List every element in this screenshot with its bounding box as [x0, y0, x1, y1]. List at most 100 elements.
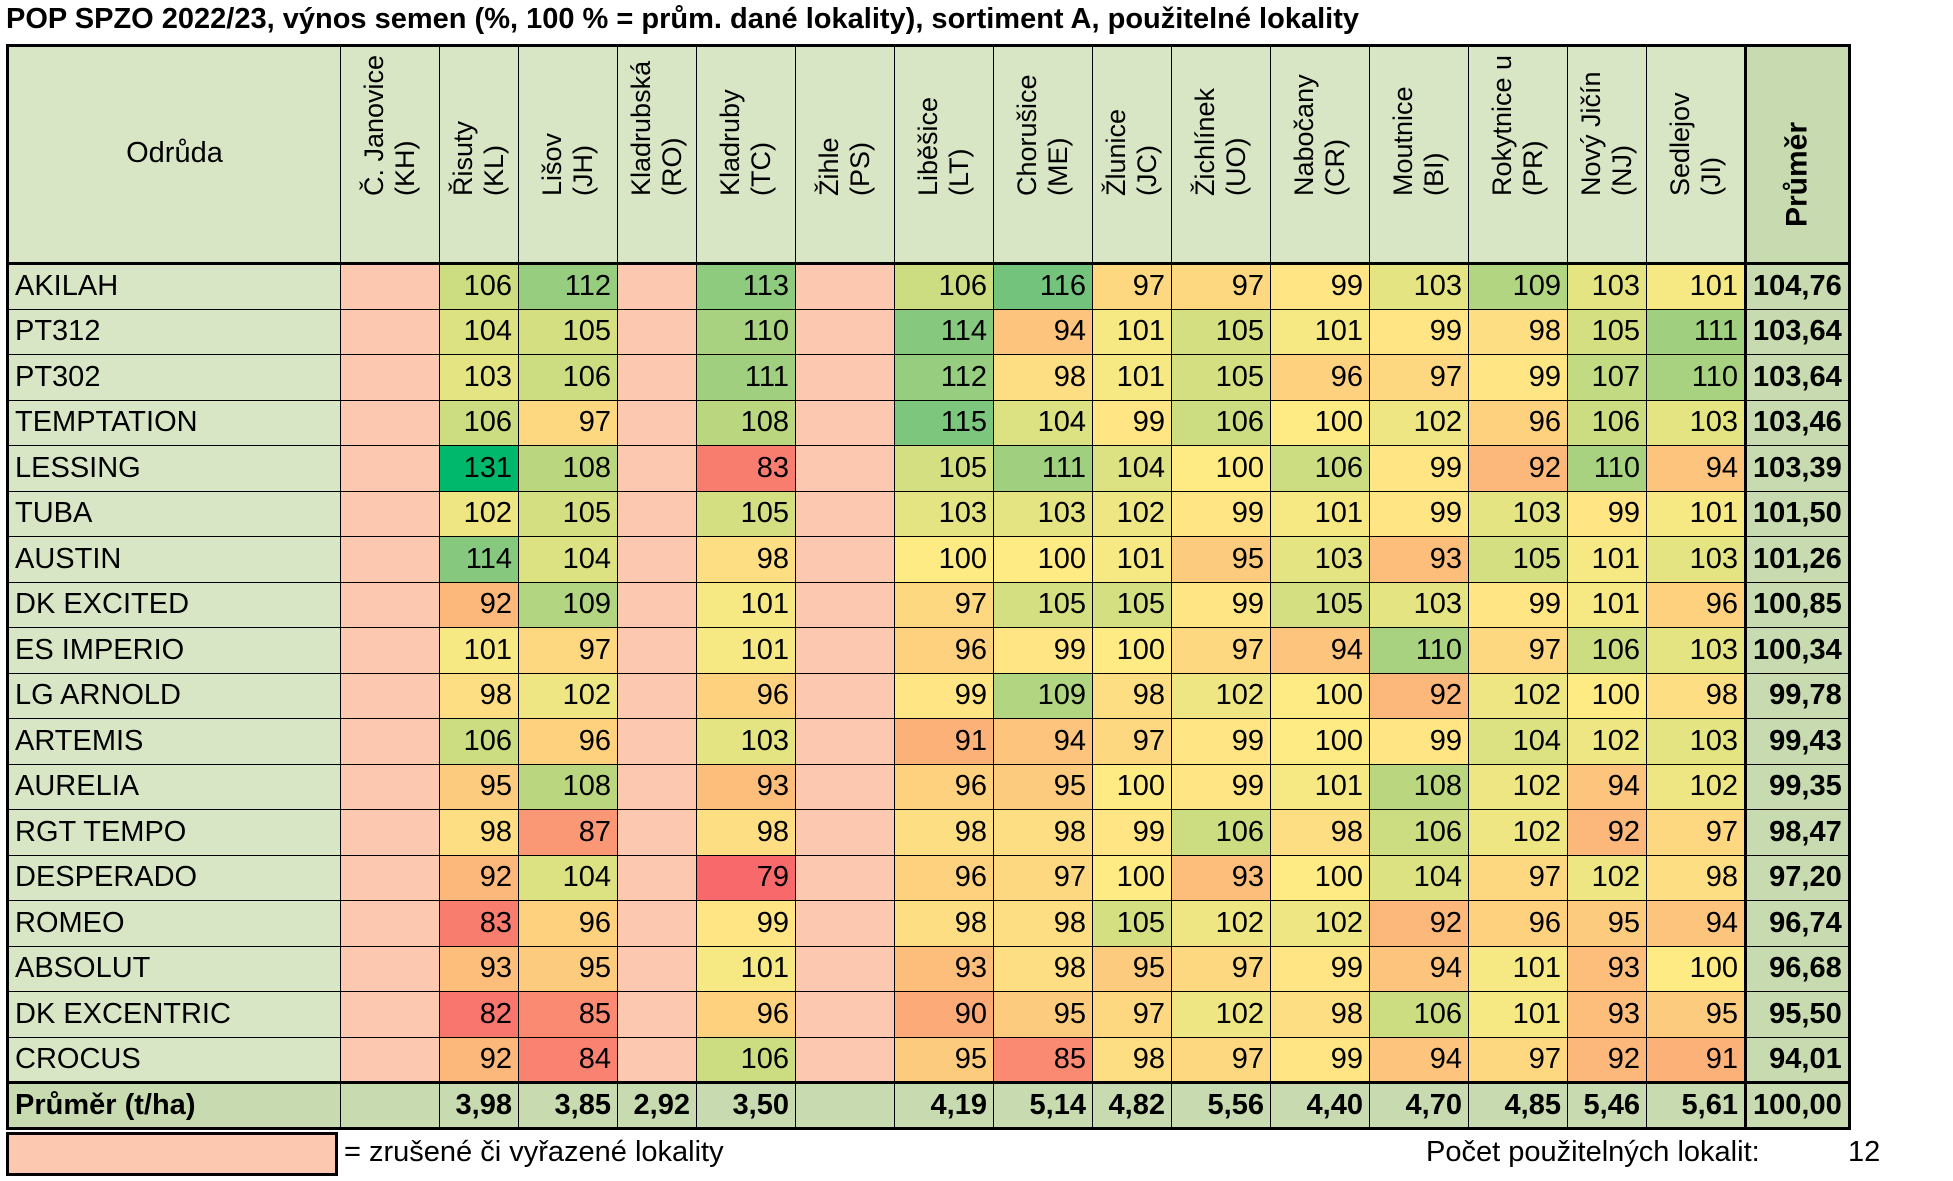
table-cell: 99	[894, 672, 994, 719]
cancelled-cell	[617, 262, 697, 310]
table-cell: 105	[894, 445, 994, 492]
table-cell: 114	[894, 308, 994, 355]
location-name: Žichlínek	[1190, 87, 1220, 196]
table-cell: 103	[1646, 627, 1746, 674]
location-header: Rokytnice u Př. (PR)	[1468, 45, 1568, 264]
table-cell: 98	[1092, 1036, 1172, 1083]
table-cell: 91	[894, 718, 994, 765]
usable-count-label: Počet použitelných lokalit:	[1426, 1136, 1760, 1168]
table-cell: 93	[1567, 945, 1647, 992]
location-name: Řisuty	[448, 120, 478, 196]
table-cell: 105	[1092, 581, 1172, 628]
table-title: POP SPZO 2022/23, výnos semen (%, 100 % …	[6, 3, 1359, 35]
location-name: Kladrubská	[626, 60, 656, 196]
table-cell: 94	[993, 308, 1093, 355]
cancelled-cell	[340, 1036, 440, 1083]
table-cell: 105	[1171, 354, 1271, 401]
table-cell: 108	[696, 399, 796, 446]
cancelled-cell	[340, 354, 440, 401]
table-cell: 94	[1369, 1036, 1469, 1083]
cancelled-cell	[340, 763, 440, 810]
table-cell: 99	[1567, 490, 1647, 537]
table-cell: 103	[1369, 262, 1469, 310]
table-cell: 104	[993, 399, 1093, 446]
table-cell: 97	[1171, 627, 1271, 674]
location-code: (JH)	[568, 145, 598, 196]
location-name: Nabočany	[1289, 74, 1319, 196]
table-cell: 100	[1270, 718, 1370, 765]
table-cell: 96	[696, 991, 796, 1038]
table-cell: 93	[1567, 991, 1647, 1038]
usable-count-value: 12	[1848, 1136, 1881, 1168]
variety-name: CROCUS	[7, 1036, 341, 1083]
table-row: LESSING 131 108 83 105 111 104 100 106 99 92 110 94 1…	[7, 445, 1850, 492]
table-cell: 98	[696, 536, 796, 583]
table-cell: 102	[1468, 763, 1568, 810]
table-cell: 109	[993, 672, 1093, 719]
table-row: DK EXCENTRIC 82 85 96 90 95 97 102 98 106 101 93 95 9…	[7, 991, 1850, 1038]
table-cell: 98	[439, 809, 519, 856]
table-cell: 95	[1567, 900, 1647, 947]
table-cell: 97	[1092, 262, 1172, 310]
cancelled-cell	[795, 581, 895, 628]
table-cell: 100	[1092, 763, 1172, 810]
table-cell: 95	[993, 763, 1093, 810]
table-cell: 99	[1270, 1036, 1370, 1083]
footer-row: Průměr (t/ha) 3,98 3,85 2,92 3,50 4,19 5,14 4,8…	[7, 1081, 1850, 1129]
table-cell: 106	[894, 262, 994, 310]
cancelled-cell	[340, 945, 440, 992]
variety-name: AURELIA	[7, 763, 341, 810]
table-cell: 98	[993, 900, 1093, 947]
variety-name: LG ARNOLD	[7, 672, 341, 719]
table-cell: 98	[439, 672, 519, 719]
table-cell: 97	[894, 581, 994, 628]
location-name: Liběšice	[913, 96, 943, 196]
location-code: (BI)	[1419, 152, 1449, 197]
table-cell: 102	[1171, 900, 1271, 947]
table-cell: 96	[518, 900, 618, 947]
location-code: (RO)	[657, 137, 687, 196]
table-cell: 106	[1171, 809, 1271, 856]
location-name: Rokytnice u Př.	[1487, 45, 1517, 197]
table-cell: 99	[1270, 945, 1370, 992]
variety-name: ARTEMIS	[7, 718, 341, 765]
table-cell: 101	[1092, 308, 1172, 355]
table-cell: 92	[1369, 672, 1469, 719]
location-code: (NJ)	[1607, 145, 1637, 196]
table-row: TEMPTATION 106 97 108 115 104 99 106 100 102 96 106…	[7, 399, 1850, 446]
row-average: 96,74	[1744, 900, 1850, 947]
table-cell: 100	[1646, 945, 1746, 992]
location-code: (CR)	[1320, 139, 1350, 196]
cancelled-cell	[617, 763, 697, 810]
table-cell: 93	[894, 945, 994, 992]
row-average: 103,46	[1744, 399, 1850, 446]
cancelled-cell	[617, 308, 697, 355]
table-cell: 106	[696, 1036, 796, 1083]
cancelled-cell	[795, 718, 895, 765]
location-average-tha: 3,98	[439, 1081, 519, 1129]
cancelled-cell	[795, 763, 895, 810]
location-code: (KH)	[390, 140, 420, 197]
cancelled-cell	[795, 900, 895, 947]
table-cell: 102	[1567, 718, 1647, 765]
table-cell: 105	[696, 490, 796, 537]
variety-name: RGT TEMPO	[7, 809, 341, 856]
cancelled-cell	[795, 308, 895, 355]
table-cell: 97	[1171, 262, 1271, 310]
table-cell: 95	[1092, 945, 1172, 992]
location-header: Řisuty (KL)	[439, 45, 519, 264]
table-cell: 97	[1369, 354, 1469, 401]
table-cell: 111	[993, 445, 1093, 492]
cancelled-cell	[617, 1036, 697, 1083]
location-header-label: Rokytnice u Př. (PR)	[1487, 45, 1549, 197]
table-cell: 105	[518, 490, 618, 537]
table-row: AUSTIN 114 104 98 100 100 101 95 103 93 105 101 103 1…	[7, 536, 1850, 583]
table-cell: 98	[993, 809, 1093, 856]
table-cell: 103	[993, 490, 1093, 537]
cancelled-cell	[340, 536, 440, 583]
row-average: 98,47	[1744, 809, 1850, 856]
location-header-label: Žihle (PS)	[814, 137, 876, 196]
table-cell: 110	[1646, 354, 1746, 401]
location-average-tha: 5,46	[1567, 1081, 1647, 1129]
table-cell: 98	[993, 354, 1093, 401]
